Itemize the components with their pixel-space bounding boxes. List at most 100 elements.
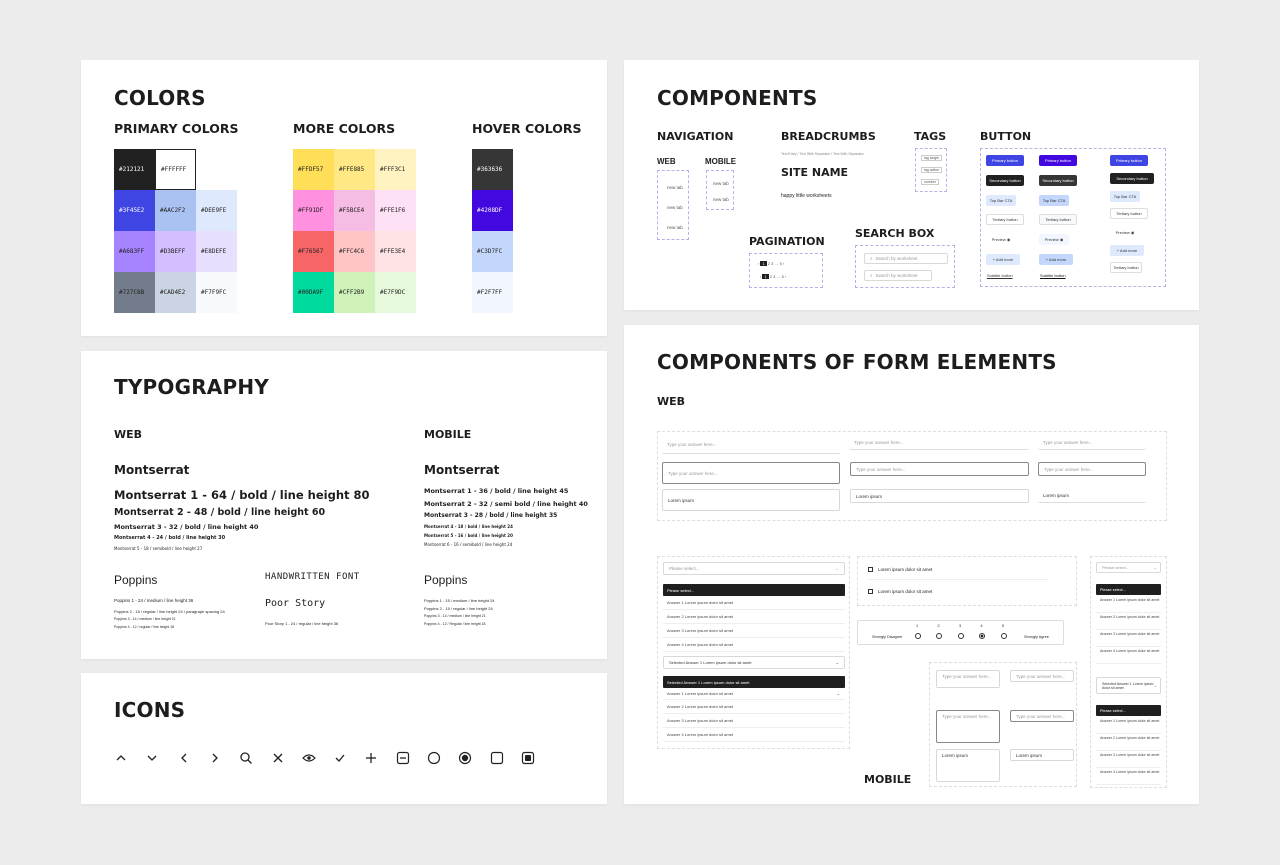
mobile-dropdown-option[interactable]: Answer 4 Lorem ipsum dolor sit amet xyxy=(1096,768,1161,785)
nav-mobile-tab-2[interactable]: new tab xyxy=(713,197,729,202)
dropdown-option-1[interactable]: Answer 1 Lorem ipsum dolor sit amet xyxy=(663,596,845,610)
text-field-empty-1[interactable]: Type your answer here... xyxy=(662,436,840,454)
mobile-dropdown-open-header-2[interactable]: Please select... xyxy=(1096,705,1161,716)
mobile-dropdown-option[interactable]: Answer 4 Lorem ipsum dolor sit amet xyxy=(1096,647,1161,664)
secondary-button-mobile[interactable]: Secondary button xyxy=(1110,173,1154,184)
pagination-row-2[interactable]: ‹ 1 2 3 … 5 › xyxy=(760,274,787,279)
search-input-2[interactable]: ⌕ Search by worksheet xyxy=(864,270,932,281)
search-input-1[interactable]: ⌕ Search by worksheet xyxy=(864,253,948,264)
dropdown-collapsed[interactable]: Please select... ⌄ xyxy=(663,562,845,575)
mobile-text-empty-1[interactable]: Type your answer here... xyxy=(936,670,1000,688)
chevron-down-icon: ⌄ xyxy=(835,565,839,571)
secondary-button-hover[interactable]: Secondary button xyxy=(1039,175,1077,186)
mobile-dropdown-selected[interactable]: Selected Answer 1 Lorem ipsum dolor sit … xyxy=(1096,677,1161,694)
checkbox-empty-icon[interactable] xyxy=(868,589,873,594)
radio-empty-icon[interactable] xyxy=(957,633,964,639)
dropdown-selected-option-3[interactable]: Answer 3 Lorem ipsum dolor sit amet xyxy=(663,714,845,728)
preview-button-hover[interactable]: Preview ◉ xyxy=(1039,234,1069,245)
add-more-button[interactable]: + Add more xyxy=(986,254,1020,265)
mobile-dropdown-open-header[interactable]: Please select... xyxy=(1096,584,1161,595)
primary-button[interactable]: Primary button xyxy=(986,155,1024,166)
mobile-dropdown-option[interactable]: Answer 3 Lorem ipsum dolor sit amet xyxy=(1096,751,1161,768)
strongly-disagree-label: Strongly Disagree xyxy=(872,635,903,639)
top-bar-cta-button-mobile[interactable]: Top Bar CTA xyxy=(1110,191,1140,202)
site-name[interactable]: happy little worksheets xyxy=(781,193,832,199)
dropdown-option-3[interactable]: Answer 3 Lorem ipsum dolor sit amet xyxy=(663,624,845,638)
dropdown-option-2[interactable]: Answer 2 Lorem ipsum dolor sit amet xyxy=(663,610,845,624)
color-swatch: #00DA9F xyxy=(293,272,334,313)
dropdown-selected[interactable]: Selected Answer 1 Lorem ipsum dolor sit … xyxy=(663,656,845,669)
chevron-up-icon xyxy=(114,751,128,765)
mobile-text-empty-2[interactable]: Type your answer here... xyxy=(1010,670,1074,682)
radio-empty-icon[interactable] xyxy=(936,633,942,639)
radio-filled-icon[interactable] xyxy=(979,633,985,639)
color-swatch: #AAC2F2 xyxy=(155,190,196,231)
chevron-down-icon: ⌄ xyxy=(835,660,839,665)
add-more-button-mobile[interactable]: + Add more xyxy=(1110,245,1144,256)
nav-mobile-frame: new tab new tab xyxy=(706,170,734,210)
handwritten-font-label: HANDWRITTEN FONT xyxy=(265,572,360,582)
nav-mobile-tab-1[interactable]: new tab xyxy=(713,181,729,186)
nav-tab-1[interactable]: new tab xyxy=(667,185,683,190)
text-field-focus-3[interactable]: Type your answer here... xyxy=(1038,462,1146,476)
tertiary-button-hover[interactable]: Tertiary button xyxy=(1039,214,1077,225)
mobile-dropdown-collapsed[interactable]: Please select... ⌄ xyxy=(1096,562,1161,573)
mobile-text-focus-1[interactable]: Type your answer here... xyxy=(936,710,1000,743)
checkbox-item-1[interactable]: Lorem ipsum dolor sit amet xyxy=(868,567,932,572)
primary-button-hover[interactable]: Primary button xyxy=(1039,155,1077,166)
checkbox-frame: Lorem ipsum dolor sit amet Lorem ipsum d… xyxy=(857,556,1077,606)
mobile-text-filled-1[interactable]: Lorem ipsum xyxy=(936,749,1000,782)
tertiary-button-mobile[interactable]: Tertiary button xyxy=(1110,208,1148,219)
preview-button[interactable]: Preview ◉ xyxy=(991,237,1011,242)
text-field-filled-1[interactable]: Lorem ipsum xyxy=(662,489,840,511)
tags-frame: tag single tag active number xyxy=(915,148,947,192)
top-bar-cta-button-hover[interactable]: Top Bar CTA xyxy=(1039,195,1069,206)
radio-empty-icon[interactable] xyxy=(1000,633,1007,639)
breadcrumb-item-3[interactable]: Text With Separator xyxy=(833,152,864,156)
tag-active[interactable]: tag active xyxy=(921,167,942,173)
dropdown-selected-open-header[interactable]: Selected Answer 1 Lorem ipsum dolor sit … xyxy=(663,676,845,688)
typography-card: TYPOGRAPHY WEB MOBILE Montserrat Montser… xyxy=(81,351,607,659)
color-swatch: #D3BEFF xyxy=(155,231,196,272)
primary-button-mobile[interactable]: Primary button xyxy=(1110,155,1148,166)
mobile-text-filled-2[interactable]: Lorem ipsum xyxy=(1010,749,1074,761)
breadcrumb-item-2[interactable]: Text With Separator xyxy=(799,152,831,156)
mobile-dropdown-option[interactable]: Answer 2 Lorem ipsum dolor sit amet xyxy=(1096,734,1161,751)
montserrat-mobile-6: Montserrat 6 - 16 / semibold / line heig… xyxy=(424,542,513,547)
tertiary-button-mobile-2[interactable]: Tertiary button xyxy=(1110,262,1142,273)
mobile-dropdown-option[interactable]: Answer 3 Lorem ipsum dolor sit amet xyxy=(1096,630,1161,647)
mobile-dropdown-option[interactable]: Answer 1 Lorem ipsum dolor sit amet xyxy=(1096,596,1161,613)
text-field-focus-1[interactable]: Type your answer here... xyxy=(662,462,840,484)
secondary-button[interactable]: Secondary button xyxy=(986,175,1024,186)
tag-number[interactable]: number xyxy=(921,179,939,185)
add-more-button-hover[interactable]: + Add more xyxy=(1039,254,1073,265)
dropdown-option-4[interactable]: Answer 4 Lorem ipsum dolor sit amet xyxy=(663,638,845,652)
breadcrumb-item-1[interactable]: Text Entry xyxy=(781,152,797,156)
tertiary-button[interactable]: Tertiary button xyxy=(986,214,1024,225)
dropdown-selected-option-2[interactable]: Answer 2 Lorem ipsum dolor sit amet xyxy=(663,700,845,714)
nav-tab-3[interactable]: new tab xyxy=(667,225,683,230)
dropdown-selected-option-4[interactable]: Answer 4 Lorem ipsum dolor sit amet xyxy=(663,728,845,742)
nav-tab-2[interactable]: new tab xyxy=(667,205,683,210)
top-bar-cta-button[interactable]: Top Bar CTA xyxy=(986,195,1016,206)
radio-empty-icon[interactable] xyxy=(914,633,921,639)
components-card: COMPONENTS NAVIGATION WEB MOBILE new tab… xyxy=(624,60,1199,310)
subtitle-button-hover[interactable]: Subtitle button xyxy=(1040,273,1066,278)
text-field-focus-2[interactable]: Type your answer here... xyxy=(850,462,1029,476)
mobile-dropdown-option[interactable]: Answer 2 Lorem ipsum dolor sit amet xyxy=(1096,613,1161,630)
dropdown-selected-row[interactable]: Answer 1 Lorem ipsum dolor sit amet ⌄ xyxy=(663,688,845,700)
tag-single[interactable]: tag single xyxy=(921,155,942,161)
checkbox-item-2[interactable]: Lorem ipsum dolor sit amet xyxy=(868,589,932,594)
text-field-filled-2[interactable]: Lorem ipsum xyxy=(850,489,1029,503)
dropdown-open-header[interactable]: Please select... xyxy=(663,584,845,596)
subtitle-button[interactable]: Subtitle button xyxy=(987,273,1013,278)
text-field-empty-2[interactable]: Type your answer here... xyxy=(849,436,1029,450)
text-field-empty-3[interactable]: Type your answer here... xyxy=(1038,436,1146,450)
mobile-text-focus-2[interactable]: Type your answer here... xyxy=(1010,710,1074,722)
pagination-row-1[interactable]: ‹ 1 2 3 … 5 › xyxy=(758,261,785,266)
checkbox-empty-icon[interactable] xyxy=(868,567,873,572)
poor-story-label: Poor Story xyxy=(265,598,326,609)
preview-button-mobile[interactable]: Preview ◉ xyxy=(1115,230,1135,235)
text-field-filled-3[interactable]: Lorem ipsum xyxy=(1038,489,1146,503)
mobile-dropdown-option[interactable]: Answer 1 Lorem ipsum dolor sit amet xyxy=(1096,717,1161,734)
